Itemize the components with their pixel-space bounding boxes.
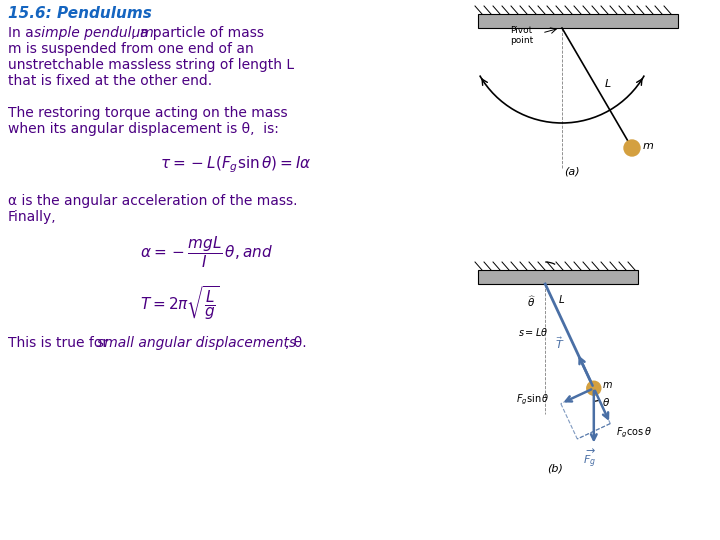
Text: $\alpha = -\dfrac{mgL}{I}\,\theta,\mathit{and}$: $\alpha = -\dfrac{mgL}{I}\,\theta,\mathi… xyxy=(140,234,273,270)
Text: $\theta$: $\theta$ xyxy=(602,396,610,408)
Bar xyxy=(478,270,638,284)
Text: that is fixed at the other end.: that is fixed at the other end. xyxy=(8,74,212,88)
Text: The restoring torque acting on the mass: The restoring torque acting on the mass xyxy=(8,106,287,120)
Bar xyxy=(478,14,678,28)
Text: $F_g\cos\theta$: $F_g\cos\theta$ xyxy=(616,426,652,440)
Text: , θ.: , θ. xyxy=(285,336,307,350)
Text: $\overrightarrow{F_g}$: $\overrightarrow{F_g}$ xyxy=(583,448,596,470)
Text: m: m xyxy=(603,380,612,390)
Text: unstretchable massless string of length L: unstretchable massless string of length … xyxy=(8,58,294,72)
Text: $F_g\sin\theta$: $F_g\sin\theta$ xyxy=(516,393,549,407)
Text: α is the angular acceleration of the mass.: α is the angular acceleration of the mas… xyxy=(8,194,297,208)
Text: This is true for: This is true for xyxy=(8,336,112,350)
Text: simple pendulum: simple pendulum xyxy=(34,26,154,40)
Text: when its angular displacement is θ,  is:: when its angular displacement is θ, is: xyxy=(8,122,279,136)
Text: $\vec{T}$: $\vec{T}$ xyxy=(555,335,564,351)
Text: (a): (a) xyxy=(564,166,580,176)
Text: In a: In a xyxy=(8,26,38,40)
Text: L: L xyxy=(559,295,565,305)
Text: Finally,: Finally, xyxy=(8,210,57,224)
Text: 15.6: Pendulums: 15.6: Pendulums xyxy=(8,6,152,21)
Text: m: m xyxy=(643,141,654,151)
Text: (b): (b) xyxy=(547,463,563,474)
Text: L: L xyxy=(605,79,611,89)
Text: $T = 2\pi\sqrt{\dfrac{L}{g}}$: $T = 2\pi\sqrt{\dfrac{L}{g}}$ xyxy=(140,284,220,321)
Text: $s = L\theta$: $s = L\theta$ xyxy=(518,326,548,338)
Text: small angular displacements: small angular displacements xyxy=(97,336,296,350)
Text: , a particle of mass: , a particle of mass xyxy=(131,26,264,40)
Circle shape xyxy=(587,381,600,395)
Text: $\widehat{\theta}$: $\widehat{\theta}$ xyxy=(527,295,536,309)
Text: $\tau = -L(F_g \sin\theta) = I\alpha$: $\tau = -L(F_g \sin\theta) = I\alpha$ xyxy=(160,154,312,174)
Circle shape xyxy=(624,140,640,156)
Text: Pivot
point: Pivot point xyxy=(510,26,534,45)
Text: m is suspended from one end of an: m is suspended from one end of an xyxy=(8,42,253,56)
